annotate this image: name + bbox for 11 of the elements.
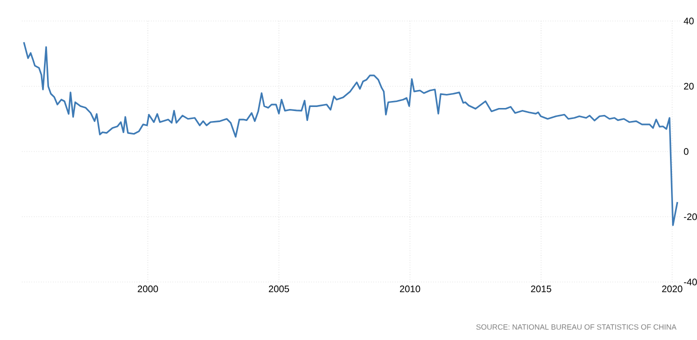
y-tick-label: 40 [684,18,694,24]
y-tick-label: 0 [684,148,688,155]
x-tick-label: 2000 [138,286,158,292]
x-tick-label: 2015 [531,286,552,292]
line-series [23,41,678,226]
y-tick-label: 20 [684,82,694,90]
x-tick-label: 2020 [662,286,682,292]
y-tick-label: -20 [684,213,697,220]
x-tick-label: 2010 [400,286,420,292]
x-tick-label: 2005 [268,286,290,292]
y-tick-label: -40 [684,278,697,286]
